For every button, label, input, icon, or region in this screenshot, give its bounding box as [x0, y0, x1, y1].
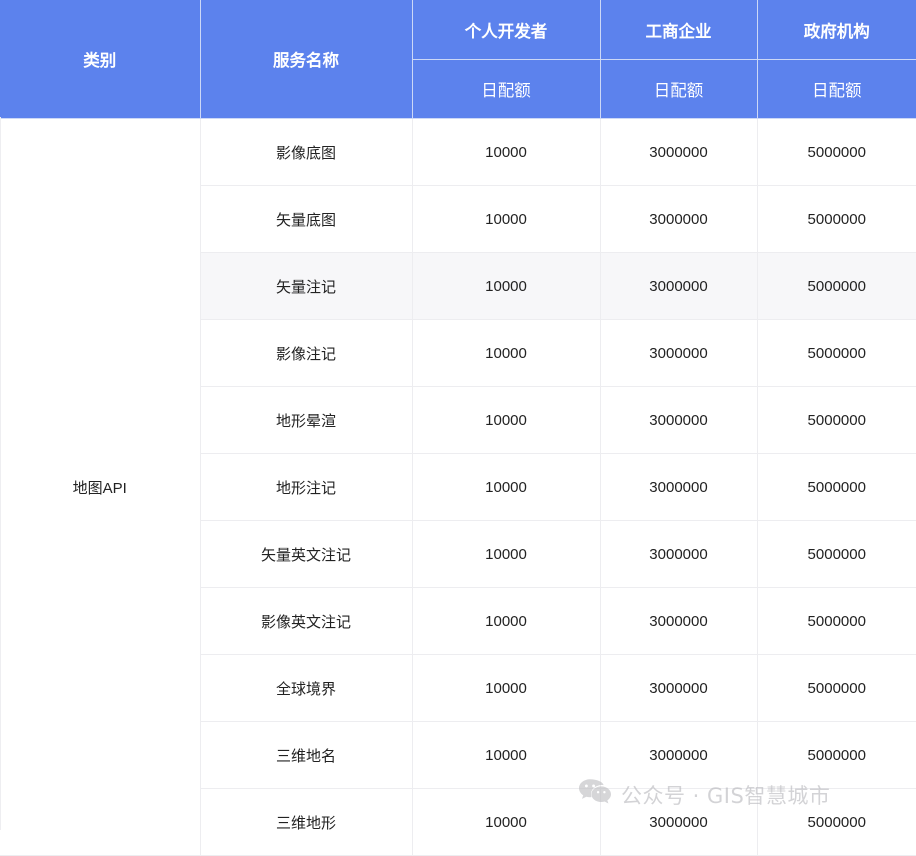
- table-row: 地形晕渲 10000 3000000 5000000: [0, 386, 916, 454]
- cell-service-name: 三维地形: [200, 788, 413, 856]
- table-row: 三维地名 10000 3000000 5000000: [0, 721, 916, 789]
- cell-service-name: 三维地名: [200, 721, 413, 789]
- column-header-tier-government-agency: 政府机构: [757, 0, 916, 60]
- cell-quota-personal-developer: 10000: [412, 654, 601, 722]
- column-header-metric-business-enterprise: 日配额: [600, 59, 758, 119]
- cell-quota-government-agency: 5000000: [757, 788, 916, 856]
- cell-service-name: 地形注记: [200, 453, 413, 521]
- cell-quota-business-enterprise: 3000000: [600, 319, 758, 387]
- cell-quota-personal-developer: 10000: [412, 252, 601, 320]
- column-header-tier-business-enterprise: 工商企业: [600, 0, 758, 60]
- cell-quota-business-enterprise: 3000000: [600, 252, 758, 320]
- table-row: 矢量底图 10000 3000000 5000000: [0, 185, 916, 253]
- cell-quota-government-agency: 5000000: [757, 721, 916, 789]
- cell-quota-personal-developer: 10000: [412, 319, 601, 387]
- cell-quota-personal-developer: 10000: [412, 520, 601, 588]
- column-header-service-name: 服务名称: [200, 0, 413, 119]
- cell-service-name: 影像英文注记: [200, 587, 413, 655]
- cell-quota-business-enterprise: 3000000: [600, 654, 758, 722]
- table-row: 影像英文注记 10000 3000000 5000000: [0, 587, 916, 655]
- cell-quota-government-agency: 5000000: [757, 185, 916, 253]
- cell-quota-personal-developer: 10000: [412, 788, 601, 856]
- cell-quota-business-enterprise: 3000000: [600, 118, 758, 186]
- cell-quota-personal-developer: 10000: [412, 453, 601, 521]
- cell-quota-government-agency: 5000000: [757, 453, 916, 521]
- cell-service-name: 影像底图: [200, 118, 413, 186]
- cell-quota-business-enterprise: 3000000: [600, 185, 758, 253]
- table-row: 全球境界 10000 3000000 5000000: [0, 654, 916, 722]
- cell-quota-government-agency: 5000000: [757, 386, 916, 454]
- cell-quota-business-enterprise: 3000000: [600, 788, 758, 856]
- cell-quota-government-agency: 5000000: [757, 587, 916, 655]
- table-header: 类别 服务名称 个人开发者 工商企业 政府机构 日配额 日配额 日配额: [0, 0, 916, 119]
- column-header-metric-personal-developer: 日配额: [412, 59, 601, 119]
- cell-quota-government-agency: 5000000: [757, 520, 916, 588]
- table-row: 矢量英文注记 10000 3000000 5000000: [0, 520, 916, 588]
- cell-service-name: 影像注记: [200, 319, 413, 387]
- column-header-metric-government-agency: 日配额: [757, 59, 916, 119]
- cell-service-name: 矢量英文注记: [200, 520, 413, 588]
- cell-quota-government-agency: 5000000: [757, 319, 916, 387]
- table-row: 地形注记 10000 3000000 5000000: [0, 453, 916, 521]
- cell-quota-government-agency: 5000000: [757, 654, 916, 722]
- cell-service-name: 矢量注记: [200, 252, 413, 320]
- cell-quota-business-enterprise: 3000000: [600, 520, 758, 588]
- column-header-tier-personal-developer: 个人开发者: [412, 0, 601, 60]
- cell-quota-business-enterprise: 3000000: [600, 386, 758, 454]
- table-body: 地图API 影像底图 10000 3000000 5000000 矢量底图 10000 300…: [0, 118, 916, 856]
- cell-quota-personal-developer: 10000: [412, 185, 601, 253]
- cell-quota-personal-developer: 10000: [412, 721, 601, 789]
- cell-quota-government-agency: 5000000: [757, 252, 916, 320]
- table-row: 矢量注记 10000 3000000 5000000: [0, 252, 916, 320]
- cell-service-name: 地形晕渲: [200, 386, 413, 454]
- cell-category: 地图API: [0, 118, 201, 856]
- column-header-category: 类别: [0, 0, 201, 119]
- cell-quota-business-enterprise: 3000000: [600, 587, 758, 655]
- cell-service-name: 矢量底图: [200, 185, 413, 253]
- cell-service-name: 全球境界: [200, 654, 413, 722]
- table-row: 影像注记 10000 3000000 5000000: [0, 319, 916, 387]
- cell-quota-personal-developer: 10000: [412, 386, 601, 454]
- cell-quota-government-agency: 5000000: [757, 118, 916, 186]
- cell-quota-personal-developer: 10000: [412, 587, 601, 655]
- cell-quota-business-enterprise: 3000000: [600, 721, 758, 789]
- table-row: 地图API 影像底图 10000 3000000 5000000: [0, 118, 916, 856]
- cell-quota-business-enterprise: 3000000: [600, 453, 758, 521]
- cell-quota-personal-developer: 10000: [412, 118, 601, 186]
